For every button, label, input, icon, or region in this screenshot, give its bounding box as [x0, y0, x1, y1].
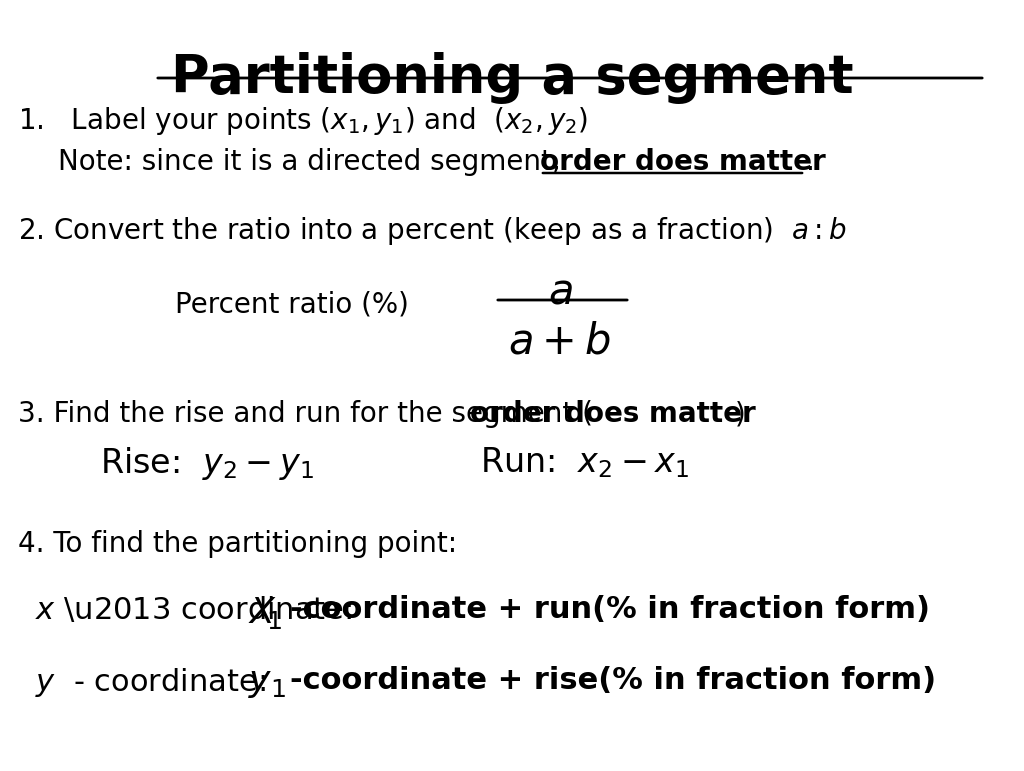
Text: $y$  - coordinate:: $y$ - coordinate: — [35, 666, 269, 699]
Text: -coordinate + run(% in fraction form): -coordinate + run(% in fraction form) — [290, 595, 930, 624]
Text: ): ) — [735, 400, 745, 428]
Text: Percent ratio (%): Percent ratio (%) — [175, 290, 409, 318]
Text: Rise:  $y_2 - y_1$: Rise: $y_2 - y_1$ — [100, 445, 314, 482]
Text: $\mathit{a}$: $\mathit{a}$ — [548, 270, 572, 312]
Text: $\mathbf{\mathit{X_{\!\!1}}}$: $\mathbf{\mathit{X_{\!\!1}}}$ — [248, 595, 282, 631]
Text: 4. To find the partitioning point:: 4. To find the partitioning point: — [18, 530, 457, 558]
Text: 1.   Label your points $(x_1, y_1)$ and  $(x_2, y_2)$: 1. Label your points $(x_1, y_1)$ and $(… — [18, 105, 588, 137]
Text: 2. Convert the ratio into a percent (keep as a fraction)  $\mathit{a{:}b}$: 2. Convert the ratio into a percent (kee… — [18, 215, 847, 247]
Text: Note: since it is a directed segment,: Note: since it is a directed segment, — [58, 148, 569, 176]
Text: order does matter: order does matter — [540, 148, 825, 176]
Text: 3. Find the rise and run for the segment (: 3. Find the rise and run for the segment… — [18, 400, 593, 428]
Text: .: . — [806, 148, 815, 176]
Text: order does matter: order does matter — [470, 400, 756, 428]
Text: $\mathit{a+b}$: $\mathit{a+b}$ — [509, 320, 611, 362]
Text: -coordinate + rise(% in fraction form): -coordinate + rise(% in fraction form) — [290, 666, 936, 695]
Text: Run:  $x_2 - x_1$: Run: $x_2 - x_1$ — [480, 445, 689, 480]
Text: $\mathbf{\mathit{y_1}}$: $\mathbf{\mathit{y_1}}$ — [248, 666, 286, 700]
Text: Partitioning a segment: Partitioning a segment — [171, 52, 853, 104]
Text: $x$ \u2013 coordinate:: $x$ \u2013 coordinate: — [35, 595, 356, 625]
